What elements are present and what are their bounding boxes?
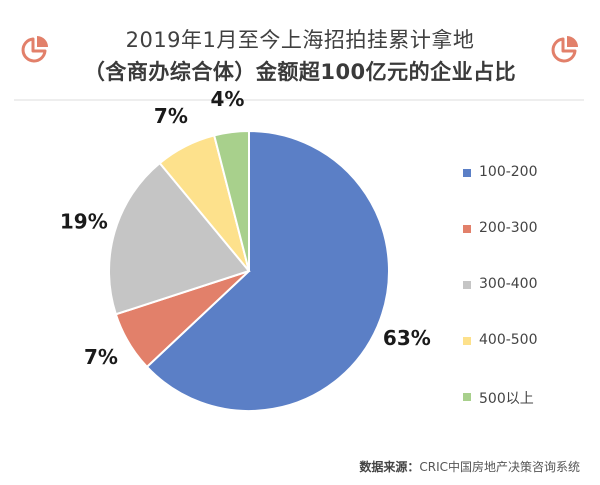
source-text: CRIC中国房地产决策咨询系统 [419,460,580,474]
legend-label: 200-300 [479,220,538,236]
pie-slice [145,129,390,412]
pie-slice [212,129,250,272]
slice-data-label: 4% [210,87,244,111]
legend-swatch [463,337,471,345]
legend-item: 500以上 [463,387,593,409]
legend-swatch [463,169,471,177]
legend-label: 100-200 [479,164,538,180]
slice-data-label: 7% [154,104,188,128]
slice-data-label: 63% [383,326,431,350]
legend-label: 400-500 [479,332,538,348]
legend-swatch [463,393,471,401]
chart-title: 2019年1月至今上海招拍挂累计拿地 [125,28,475,52]
legend-swatch [463,225,471,233]
slice-data-label: 19% [60,210,108,234]
legend-label: 500以上 [479,391,534,407]
pie-slice [108,161,251,316]
legend-item: 400-500 [463,331,593,353]
chart-subtitle: （含商办综合体）金额超100亿元的企业占比 [83,60,517,84]
pie-chart-icon [550,34,580,64]
pie-chart-icon [20,34,50,64]
slice-data-label: 7% [84,345,118,369]
legend-item: 200-300 [463,219,593,241]
source-label: 数据来源： [359,460,420,474]
legend-item: 100-200 [463,163,593,185]
legend-label: 300-400 [479,276,538,292]
data-source: 数据来源：CRIC中国房地产决策咨询系统 [359,458,580,475]
legend-swatch [463,281,471,289]
legend-item: 300-400 [463,275,593,297]
divider [14,99,584,101]
legend: 100-200 200-300 300-400 400-500 500以上 [463,163,593,443]
